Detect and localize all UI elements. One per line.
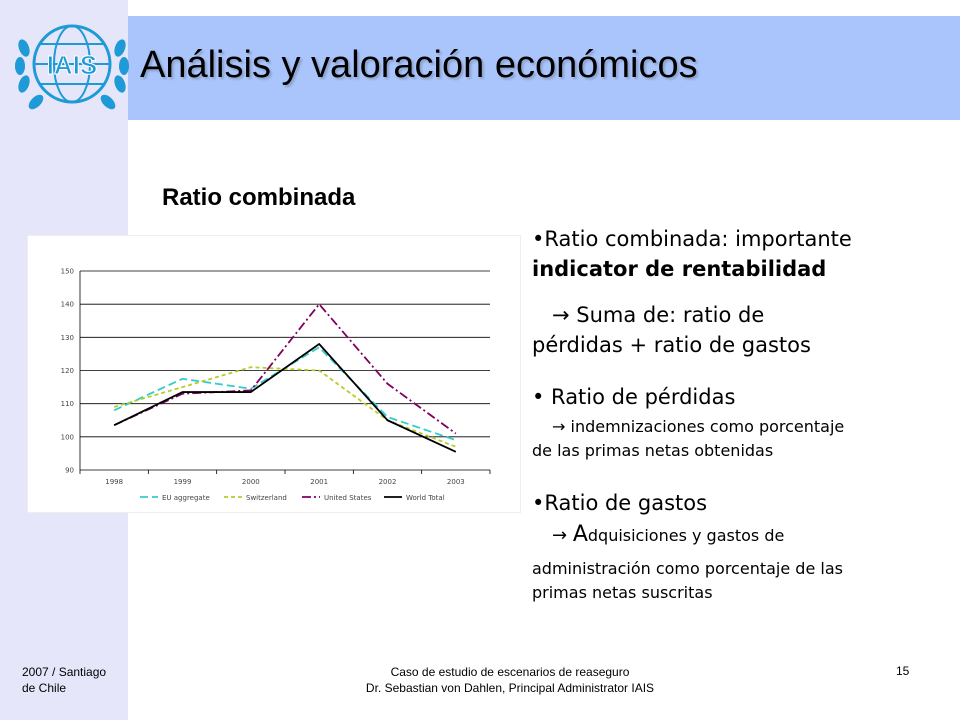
slide-title: Análisis y valoración económicos xyxy=(140,44,698,86)
x-tick-label: 2003 xyxy=(447,478,465,486)
legend-label: United States xyxy=(324,494,372,502)
footer-author: Dr. Sebastian von Dahlen, Principal Admi… xyxy=(365,681,655,695)
bullet-3-text: •Ratio de gastos xyxy=(532,491,708,515)
legend-label: Switzerland xyxy=(246,494,287,502)
arrow-icon: → xyxy=(552,525,573,546)
footer-event-line-1: 2007 / Santiago xyxy=(22,665,107,679)
bullet-1-sub-line-2: pérdidas + ratio de gastos xyxy=(532,333,811,357)
series-line xyxy=(113,346,457,442)
x-tick-label: 2000 xyxy=(242,478,260,486)
page-number: 15 xyxy=(896,664,910,678)
y-tick-label: 140 xyxy=(61,301,74,309)
x-tick-label: 1998 xyxy=(105,478,123,486)
iais-logo-icon: IAIS xyxy=(15,24,129,110)
title-band xyxy=(128,16,960,120)
chart-svg: 90 100 110 120 130 140 150 1998 1999 2000 2001 2002… xyxy=(61,268,491,502)
bullet-3-sub-line-1: → Adquisiciones y gastos de xyxy=(532,522,960,549)
series-line xyxy=(113,366,457,448)
footer-title: Caso de estudio de escenarios de reasegu… xyxy=(390,665,630,679)
legend-label: World Total xyxy=(406,494,445,502)
x-tick-label: 2001 xyxy=(310,478,328,486)
footer-center: Caso de estudio de escenarios de reasegu… xyxy=(330,664,690,696)
x-tick-label: 2002 xyxy=(379,478,397,486)
y-tick-label: 110 xyxy=(61,400,74,408)
footer-event: 2007 / Santiago de Chile xyxy=(22,664,106,696)
combined-ratio-chart: 90 100 110 120 130 140 150 1998 1999 2000 2001 2002… xyxy=(28,236,520,512)
bullet-3-initial: A xyxy=(572,522,588,547)
y-tick-label: 120 xyxy=(61,367,74,375)
bullet-1-sub-line-1: → Suma de: ratio de xyxy=(552,303,765,327)
bullet-3-sub-line-3: primas netas suscritas xyxy=(532,583,713,602)
bullet-1-bold-text: indicator de rentabilidad xyxy=(532,257,827,281)
bullet-2-sub-line-1: → indemnizaciones como porcentaje xyxy=(552,417,845,436)
svg-text:IAIS: IAIS xyxy=(47,50,98,80)
series-line xyxy=(113,343,457,453)
chart-heading: Ratio combinada xyxy=(162,184,356,211)
y-tick-label: 130 xyxy=(61,334,74,342)
bullet-1-text: •Ratio combinada: importante xyxy=(532,227,852,251)
bullet-3-sub-rest: dquisiciones y gastos de xyxy=(587,526,785,545)
y-tick-label: 100 xyxy=(61,433,74,441)
footer-event-line-2: de Chile xyxy=(22,681,67,695)
bullet-2-sub-line-2: de las primas netas obtenidas xyxy=(532,441,774,460)
y-tick-label: 150 xyxy=(61,268,74,276)
x-tick-label: 1999 xyxy=(174,478,192,486)
legend-label: EU aggregate xyxy=(162,494,210,502)
bullet-2-text: • Ratio de pérdidas xyxy=(532,385,736,409)
y-tick-label: 90 xyxy=(65,467,74,475)
bullet-3-sub-line-2: administración como porcentaje de las xyxy=(532,559,843,578)
